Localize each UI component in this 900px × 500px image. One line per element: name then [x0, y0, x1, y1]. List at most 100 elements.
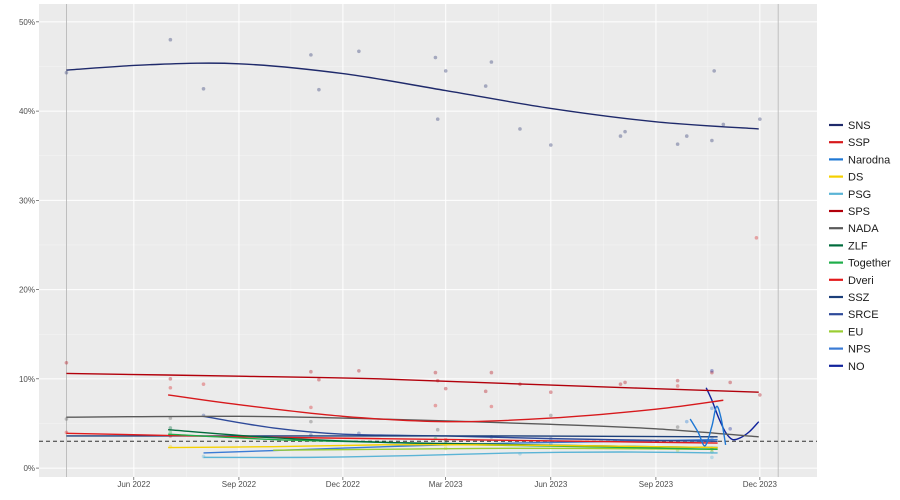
poll-point-sns [623, 129, 627, 134]
poll-point-ssp [433, 403, 438, 408]
y-tick-label: 40% [19, 107, 35, 116]
legend-label-together: Together [848, 258, 891, 270]
y-axis: 0% 10% 20% 30% 40% 50% [19, 18, 39, 473]
poll-point-ssp [754, 236, 759, 240]
trend-line-eu [273, 447, 718, 451]
poll-point-nada [435, 427, 440, 432]
x-axis: Jun 2022 Sep 2022 Dec 2022 Mar 2023 Jun 2023… [117, 477, 778, 489]
poll-point-sps [357, 368, 361, 373]
poll-point-sps [483, 389, 488, 394]
legend-label-dveri: Dveri [848, 275, 874, 287]
x-tick-label: Jun 2022 [117, 480, 150, 489]
poll-point-sns [675, 142, 680, 146]
poll-point-sns [483, 84, 488, 88]
poll-point-sps [728, 380, 732, 385]
x-tick-label: Sep 2023 [639, 480, 674, 489]
legend-label-ds: DS [848, 172, 863, 184]
poll-point-sns [712, 69, 716, 73]
poll-point-sns [357, 49, 361, 54]
x-tick-label: Jun 2023 [534, 480, 567, 489]
plot-panel [39, 4, 817, 477]
legend-label-psg: PSG [848, 189, 871, 201]
poll-point-sns [721, 122, 726, 127]
legend-label-nps: NPS [848, 344, 871, 356]
poll-point-sns [489, 60, 494, 64]
poll-point-sps [433, 370, 438, 375]
y-tick-label: 30% [19, 196, 35, 205]
poll-point-sps [317, 377, 321, 382]
poll-point-zlf [168, 426, 173, 430]
poll-point-nada [309, 419, 313, 424]
poll-point-sps [309, 369, 313, 374]
poll-point-psg [710, 455, 714, 460]
poll-point-sns [443, 69, 448, 73]
legend-label-sns: SNS [848, 120, 871, 132]
poll-point-ssp [201, 382, 206, 386]
legend-label-ssp: SSP [848, 137, 870, 149]
poll-point-ssp [675, 384, 680, 388]
trend-line-ssp [168, 394, 724, 423]
poll-point-sps [675, 378, 680, 383]
poll-point-nada [64, 417, 69, 421]
legend-label-eu: EU [848, 326, 863, 338]
poll-point-narodna [710, 406, 714, 411]
trend-line-sps [66, 372, 759, 393]
x-tick-label: Dec 2023 [743, 480, 778, 489]
trend-lines [66, 62, 760, 459]
trend-line-narodna [689, 405, 727, 447]
poll-point-sps [168, 377, 173, 381]
legend-label-narodna: Narodna [848, 154, 891, 166]
poll-point-sns [549, 143, 553, 147]
poll-point-sps [489, 370, 494, 375]
poll-point-sps [64, 360, 69, 365]
poll-point-sns [168, 37, 173, 42]
poll-point-sns [433, 55, 438, 60]
legend-label-ssz: SSZ [848, 292, 870, 304]
legend-label-no: NO [848, 361, 865, 373]
legend-label-zlf: ZLF [848, 240, 868, 252]
trend-line-ds [168, 443, 718, 449]
poll-point-sps [710, 370, 714, 375]
legend: SNS SSP Narodna DS PSG SPS NADA ZLF Together Dver… [829, 120, 891, 373]
minor-gridlines [39, 4, 817, 477]
legend-label-srce: SRCE [848, 309, 879, 321]
poll-point-sns [435, 117, 440, 121]
poll-point-sns [618, 134, 623, 138]
legend-label-nada: NADA [848, 223, 879, 235]
poll-point-nada [549, 413, 553, 418]
trend-line-dveri [66, 432, 718, 444]
poll-point-sns [309, 53, 313, 57]
reference-lines [66, 4, 779, 477]
poll-point-narodna [684, 419, 689, 424]
trend-line-psg [203, 451, 718, 459]
trend-line-sns [66, 62, 759, 130]
poll-point-sns [684, 134, 689, 138]
poll-point-sns [710, 138, 714, 143]
poll-point-no [710, 368, 714, 373]
y-tick-label: 50% [19, 18, 35, 27]
poll-point-nada [168, 416, 173, 420]
trend-line-nada [66, 415, 759, 438]
poll-point-nada [675, 425, 680, 429]
poll-point-sps [618, 382, 623, 386]
poll-point-sns [317, 87, 321, 92]
legend-label-sps: SPS [848, 206, 870, 218]
x-tick-label: Dec 2022 [326, 480, 361, 489]
poll-point-sns [201, 86, 206, 91]
poll-point-sps [443, 386, 448, 391]
poll-point-ssp [309, 405, 313, 410]
poll-point-ssp [168, 385, 173, 390]
poll-point-zlf [443, 439, 448, 444]
poll-point-sns [64, 70, 69, 75]
major-gridlines [39, 4, 817, 477]
y-tick-label: 0% [23, 464, 35, 473]
x-tick-label: Mar 2023 [429, 480, 463, 489]
y-tick-label: 10% [19, 375, 35, 384]
poll-point-sps [623, 380, 627, 385]
poll-point-ssp [489, 404, 494, 409]
poll-point-sns [758, 117, 762, 121]
x-tick-label: Sep 2022 [222, 480, 257, 489]
y-tick-label: 20% [19, 286, 35, 295]
poll-point-sps [758, 393, 762, 397]
poll-point-sns [518, 127, 522, 131]
